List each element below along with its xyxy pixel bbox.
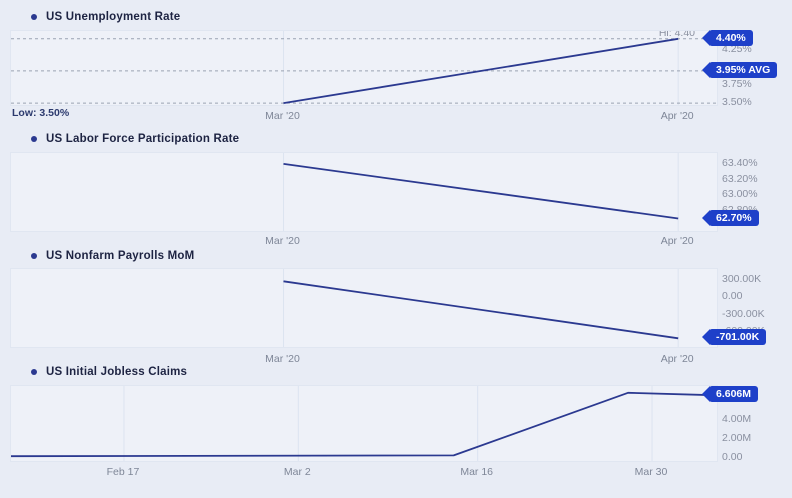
chart-title: US Initial Jobless Claims [46, 366, 188, 378]
y-tick-label: 3.50% [722, 96, 752, 109]
legend-item-us-labor-force-participation-rate[interactable]: US Labor Force Participation Rate [31, 133, 239, 145]
x-tick-label: Mar 16 [460, 466, 494, 478]
series-line [283, 163, 679, 220]
x-tick-label: Apr '20 [660, 353, 694, 365]
x-tick-label: Mar 30 [634, 466, 668, 478]
legend-item-us-initial-jobless-claims[interactable]: US Initial Jobless Claims [31, 366, 187, 378]
x-tick-label: Mar 2 [283, 466, 311, 478]
series-bullet-icon [31, 253, 37, 259]
low-annotation-label: Low: 3.50% [12, 107, 70, 119]
x-axis: Feb 17 Mar 2 Mar 16 Mar 30 [10, 465, 718, 479]
plot-area[interactable] [10, 385, 718, 462]
plot-area[interactable]: Hi: 4.40 [10, 30, 718, 106]
legend-item-us-unemployment-rate[interactable]: US Unemployment Rate [31, 11, 180, 23]
value-badge: -701.00K [709, 329, 767, 346]
x-axis: Mar '20 Apr '20 [10, 109, 718, 123]
value-badge: 4.40% [709, 29, 753, 46]
x-axis: Mar '20 Apr '20 [10, 234, 718, 248]
chart-us-nonfarm-payrolls-mom: US Nonfarm Payrolls MoM Mar '20 Apr '20 3… [0, 248, 792, 366]
y-tick-label: 0.00 [722, 451, 743, 464]
chart-canvas [283, 153, 679, 231]
series-line [11, 391, 717, 458]
series-line [283, 280, 679, 340]
y-tick-label: 300.00K [722, 272, 762, 285]
x-tick-label: Apr '20 [660, 235, 694, 247]
y-tick-label: -300.00K [722, 307, 765, 320]
plot-area[interactable] [10, 152, 718, 232]
series-bullet-icon [31, 369, 37, 375]
x-tick-label: Mar '20 [265, 235, 300, 247]
y-tick-label: 63.00% [722, 188, 758, 201]
y-tick-label: 3.75% [722, 78, 752, 91]
chart-title: US Unemployment Rate [46, 11, 181, 23]
y-axis: 63.40%63.20%63.00%62.80% [722, 126, 792, 248]
value-badge: 62.70% [709, 209, 759, 226]
value-badge: 3.95% AVG [709, 61, 778, 78]
y-axis: 4.00M 2.00M 0.00 [722, 364, 792, 498]
y-tick-label: 63.40% [722, 156, 758, 169]
y-tick-label: 63.20% [722, 172, 758, 185]
y-tick-label: 4.00M [722, 413, 752, 426]
value-badge: 6.606M [709, 386, 759, 403]
x-axis: Mar '20 Apr '20 [10, 352, 718, 366]
plot-area[interactable] [10, 268, 718, 348]
legend-item-us-nonfarm-payrolls-mom[interactable]: US Nonfarm Payrolls MoM [31, 250, 194, 262]
x-tick-label: Mar '20 [265, 353, 300, 365]
chart-title: US Nonfarm Payrolls MoM [46, 250, 195, 262]
chart-title: US Labor Force Participation Rate [46, 133, 240, 145]
y-tick-label: 0.00 [722, 290, 743, 303]
chart-us-labor-force-participation-rate: US Labor Force Participation Rate Mar '2… [0, 126, 792, 248]
series-line [283, 37, 679, 104]
chart-us-unemployment-rate: US Unemployment Rate Hi: 4.40 Mar '20 Apr… [0, 0, 792, 126]
x-tick-label: Mar '20 [265, 110, 300, 122]
chart-canvas [283, 269, 679, 347]
hi-annotation-label: Hi: 4.40 [658, 30, 695, 39]
series-bullet-icon [31, 14, 37, 20]
x-tick-label: Apr '20 [660, 110, 694, 122]
y-tick-label: 2.00M [722, 432, 752, 445]
chart-us-initial-jobless-claims: US Initial Jobless Claims Feb 17 Mar 2 Mar… [0, 364, 792, 498]
chart-canvas [11, 386, 717, 461]
series-bullet-icon [31, 136, 37, 142]
chart-canvas [11, 31, 717, 105]
x-tick-label: Feb 17 [106, 466, 140, 478]
